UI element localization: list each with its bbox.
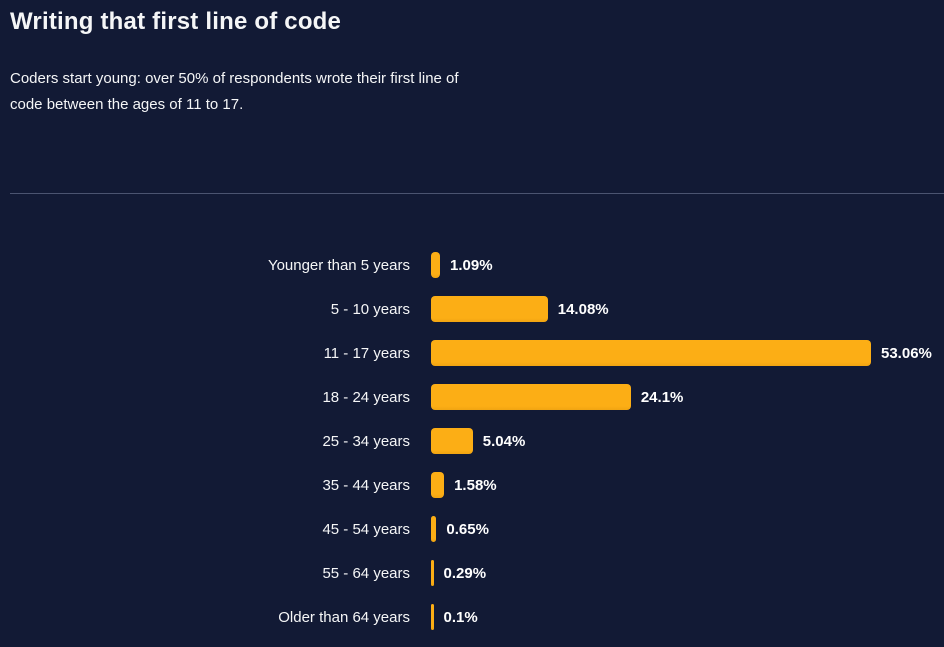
bar-track: 1.58%: [431, 472, 944, 498]
category-label: Older than 64 years: [278, 608, 410, 626]
chart-header: Writing that first line of code Coders s…: [0, 0, 944, 118]
bar-track: 0.29%: [431, 560, 944, 586]
value-label: 0.29%: [443, 564, 487, 582]
value-bar: [431, 472, 445, 498]
value-bar: [431, 340, 871, 366]
value-label: 0.1%: [443, 608, 478, 626]
bar-track: 24.1%: [431, 384, 944, 410]
page-subtitle: Coders start young: over 50% of responde…: [10, 70, 459, 113]
chart-row: Younger than 5 years 1.09%: [0, 243, 944, 287]
category-label: 25 - 34 years: [322, 432, 410, 450]
value-label: 1.58%: [454, 476, 497, 494]
chart-row: 35 - 44 years 1.58%: [0, 463, 944, 507]
value-label: 0.65%: [446, 520, 489, 538]
value-bar: [431, 296, 548, 322]
value-bar: [431, 384, 631, 410]
value-label: 24.1%: [640, 388, 684, 406]
category-label: 11 - 17 years: [323, 344, 410, 362]
bar-track: 53.06%: [431, 340, 944, 366]
bar-track: 5.04%: [431, 428, 944, 454]
chart-row: 55 - 64 years 0.29%: [0, 551, 944, 595]
chart-row: 18 - 24 years 24.1%: [0, 375, 944, 419]
category-label: 45 - 54 years: [322, 520, 410, 538]
category-label: 5 - 10 years: [330, 300, 410, 318]
value-label: 53.06%: [881, 344, 932, 362]
category-label: 55 - 64 years: [322, 564, 410, 582]
chart-row: 45 - 54 years 0.65%: [0, 507, 944, 551]
bar-track: 1.09%: [431, 252, 944, 278]
chart-row: 25 - 34 years 5.04%: [0, 419, 944, 463]
value-bar: [431, 516, 437, 542]
value-label: 14.08%: [557, 300, 609, 318]
bar-track: 0.1%: [431, 604, 944, 630]
category-label: 18 - 24 years: [322, 388, 410, 406]
chart-row: 11 - 17 years 53.06%: [0, 331, 944, 375]
bar-track: 0.65%: [431, 516, 944, 542]
chart-row: 5 - 10 years 14.08%: [0, 287, 944, 331]
page-title: Writing that first line of code: [10, 8, 342, 35]
category-label: Younger than 5 years: [267, 256, 410, 274]
category-label: 35 - 44 years: [322, 476, 410, 494]
value-bar: [431, 560, 434, 586]
chart-row: Older than 64 years 0.1%: [0, 595, 944, 639]
value-bar: [431, 604, 434, 630]
bar-track: 14.08%: [431, 296, 944, 322]
horizontal-bar-chart: Younger than 5 years 1.09% 5 - 10 years 14.…: [0, 243, 944, 639]
value-label: 1.09%: [450, 256, 493, 274]
header-divider: [10, 193, 944, 194]
value-label: 5.04%: [482, 432, 526, 450]
value-bar: [431, 428, 473, 454]
value-bar: [431, 252, 441, 278]
